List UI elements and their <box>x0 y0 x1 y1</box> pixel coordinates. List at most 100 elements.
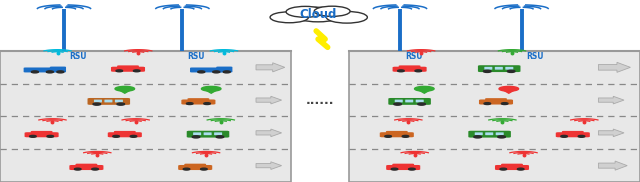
Polygon shape <box>118 90 131 93</box>
FancyBboxPatch shape <box>479 99 513 104</box>
Polygon shape <box>202 86 221 91</box>
Circle shape <box>133 70 140 72</box>
FancyBboxPatch shape <box>395 100 403 102</box>
Circle shape <box>92 168 99 170</box>
Circle shape <box>130 135 137 137</box>
FancyBboxPatch shape <box>496 132 504 135</box>
Text: Cloud: Cloud <box>300 8 337 21</box>
FancyBboxPatch shape <box>214 132 222 135</box>
FancyBboxPatch shape <box>117 65 139 69</box>
FancyBboxPatch shape <box>484 67 492 70</box>
FancyBboxPatch shape <box>388 98 431 105</box>
Circle shape <box>501 103 508 104</box>
FancyBboxPatch shape <box>562 131 584 134</box>
FancyBboxPatch shape <box>204 132 212 135</box>
Circle shape <box>397 70 404 72</box>
Circle shape <box>46 71 53 73</box>
Circle shape <box>192 136 200 138</box>
Circle shape <box>483 70 491 72</box>
Circle shape <box>415 70 422 72</box>
FancyBboxPatch shape <box>94 100 102 102</box>
Circle shape <box>93 103 100 105</box>
FancyBboxPatch shape <box>405 100 413 102</box>
Text: RSU: RSU <box>69 52 86 61</box>
Polygon shape <box>418 90 431 93</box>
Circle shape <box>498 136 506 138</box>
FancyBboxPatch shape <box>31 131 52 134</box>
Text: RSU: RSU <box>527 52 544 61</box>
FancyBboxPatch shape <box>24 68 56 72</box>
FancyBboxPatch shape <box>69 165 104 170</box>
FancyBboxPatch shape <box>50 67 66 72</box>
FancyBboxPatch shape <box>188 98 209 102</box>
Circle shape <box>517 168 524 170</box>
Circle shape <box>326 11 367 23</box>
Circle shape <box>183 168 190 170</box>
Polygon shape <box>598 96 624 104</box>
Circle shape <box>402 135 409 137</box>
Polygon shape <box>205 90 218 93</box>
FancyBboxPatch shape <box>24 132 59 137</box>
FancyBboxPatch shape <box>181 99 216 104</box>
FancyBboxPatch shape <box>190 68 222 72</box>
FancyBboxPatch shape <box>386 165 420 170</box>
Circle shape <box>186 103 193 104</box>
FancyBboxPatch shape <box>178 165 212 170</box>
FancyBboxPatch shape <box>399 65 420 69</box>
Circle shape <box>286 6 324 17</box>
FancyBboxPatch shape <box>501 164 523 167</box>
FancyBboxPatch shape <box>380 132 414 137</box>
FancyBboxPatch shape <box>475 132 483 135</box>
FancyBboxPatch shape <box>556 132 590 137</box>
Polygon shape <box>256 96 282 104</box>
Circle shape <box>117 103 125 105</box>
FancyBboxPatch shape <box>392 164 414 167</box>
Circle shape <box>578 135 585 137</box>
Polygon shape <box>256 129 282 137</box>
Circle shape <box>200 168 207 170</box>
Circle shape <box>391 168 398 170</box>
Circle shape <box>223 71 230 73</box>
FancyBboxPatch shape <box>108 132 142 137</box>
Text: RSU: RSU <box>405 52 422 61</box>
FancyBboxPatch shape <box>468 131 511 138</box>
Circle shape <box>474 136 481 138</box>
Circle shape <box>29 135 36 137</box>
Polygon shape <box>502 90 515 93</box>
Text: RSU: RSU <box>188 52 205 61</box>
Circle shape <box>394 103 401 105</box>
Circle shape <box>216 136 224 138</box>
Circle shape <box>561 135 568 137</box>
Circle shape <box>198 71 205 73</box>
FancyBboxPatch shape <box>216 67 232 72</box>
Circle shape <box>385 135 392 137</box>
Polygon shape <box>415 86 434 91</box>
Circle shape <box>31 71 38 73</box>
FancyBboxPatch shape <box>184 164 206 167</box>
FancyBboxPatch shape <box>187 131 229 138</box>
FancyBboxPatch shape <box>386 131 408 134</box>
FancyBboxPatch shape <box>88 98 130 105</box>
Polygon shape <box>598 129 624 137</box>
Polygon shape <box>115 86 134 91</box>
Circle shape <box>292 7 344 22</box>
Circle shape <box>57 71 64 73</box>
Circle shape <box>270 12 308 23</box>
FancyBboxPatch shape <box>193 132 201 135</box>
FancyBboxPatch shape <box>506 67 513 70</box>
FancyBboxPatch shape <box>104 100 113 102</box>
FancyBboxPatch shape <box>478 65 520 72</box>
Circle shape <box>204 103 211 104</box>
FancyBboxPatch shape <box>76 164 97 167</box>
FancyBboxPatch shape <box>114 131 136 134</box>
Circle shape <box>418 103 426 105</box>
Circle shape <box>74 168 81 170</box>
FancyBboxPatch shape <box>115 100 123 102</box>
Polygon shape <box>598 62 630 72</box>
FancyBboxPatch shape <box>495 165 529 170</box>
Circle shape <box>500 168 507 170</box>
Polygon shape <box>256 63 285 72</box>
Circle shape <box>314 6 350 16</box>
Bar <box>0 51 291 182</box>
Polygon shape <box>256 162 282 169</box>
